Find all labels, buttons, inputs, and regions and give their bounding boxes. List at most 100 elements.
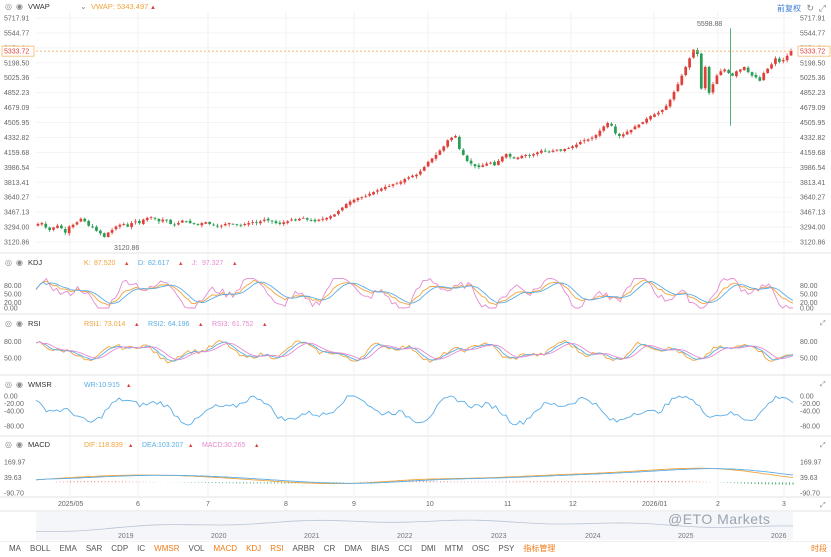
indicator-toggle-11[interactable]: ARBR [292,544,315,553]
candle-body-110 [465,155,469,161]
candle-body-142 [590,137,594,139]
candle-body-86 [372,192,375,195]
candle-body-9 [71,224,75,228]
candle-body-71 [313,219,317,222]
indicator-toggle-1[interactable]: BOLL [30,544,51,553]
rsi-expand-icon: ⤢ [820,381,826,388]
rsi-label-1: RSI2: [148,321,166,328]
candle-body-45 [212,224,215,226]
candle-body-164 [676,84,680,92]
fullscreen-icon[interactable]: ⤢ [818,3,826,13]
candle-body-29 [149,217,153,218]
macd-settings-icon: ◎ [5,440,12,449]
candle-body-100 [426,161,430,167]
candle-body-154 [637,124,641,128]
candle-body-187 [766,68,770,74]
price-tick-right-3: 5198.50 [800,60,825,67]
candle-body-182 [746,67,750,73]
indicator-toggle-12[interactable]: CR [323,544,336,553]
indicator-toolbar: MA BOLL EMA SAR CDP IC WMSR VOL MACD KDJ RSI ARBR CR… [0,542,831,555]
candle-body-31 [157,218,161,222]
kdj-arrow-1: ▲ [178,261,183,267]
kdj-settings-icon: ◎ [5,258,12,267]
candle-body-106 [450,137,453,141]
candle-body-157 [649,116,652,120]
rsi-tick-right-1: 50.00 [800,356,818,363]
vwap-value: 5343.497 [117,2,148,11]
price-tick-right-15: 3120.86 [800,240,825,247]
rsi-value-1: 64.196 [168,321,190,328]
kdj-value-1: 82.617 [148,260,170,267]
indicator-toggle-4[interactable]: CDP [111,544,129,553]
rsi-tick-left-1: 50.00 [4,356,22,363]
price-tick-left-11: 3813.41 [4,180,29,187]
candle-body-178 [731,73,734,76]
current-price-box-left [1,45,35,57]
candle-body-77 [337,211,340,215]
indicator-toggle-3[interactable]: SAR [85,544,103,553]
indicator-toggle-13[interactable]: DMA [344,544,363,553]
adjust-mode-link[interactable]: 前复权 [777,4,801,13]
candle-body-162 [668,99,672,107]
indicator-toggle-19[interactable]: PSY [498,544,515,553]
indicator-toggle-14[interactable]: BIAS [371,544,390,553]
refresh-icon[interactable]: ↻ [806,3,814,13]
candle-body-51 [235,224,239,226]
price-tick-left-12: 3640.27 [4,195,29,202]
indicator-toggle-7[interactable]: VOL [188,544,205,553]
macd-value-0: 118.839 [98,442,123,449]
candle-body-73 [321,218,325,220]
candle-body-104 [442,146,446,151]
x-label-9: 2 [716,501,720,508]
indicator-toggle-0[interactable]: MA [9,544,21,553]
candle-body-118 [497,160,500,165]
candle-body-185 [758,77,762,81]
indicator-toggle-16[interactable]: DMI [421,544,436,553]
macd-tick-right-1: 39.63 [800,475,818,482]
candle-body-64 [286,221,290,224]
candle-body-168 [692,49,695,58]
indicator-toggle-10[interactable]: RSI [270,544,284,553]
indicator-toggle-8[interactable]: MACD [213,544,238,553]
candle-body-35 [173,224,176,226]
price-tick-right-1: 5544.77 [800,30,825,37]
candle-body-101 [430,158,434,163]
indicator-toggle-6[interactable]: WMSR [154,544,180,553]
price-tick-left-5: 4852.23 [4,90,29,97]
macd-tick-left-0: 169.97 [4,460,26,467]
indicator-toggle-9[interactable]: KDJ [246,544,262,553]
x-label-0: 2025/05 [58,501,83,508]
kdj-k-line [35,279,794,306]
price-tick-left-6: 4679.09 [4,105,29,112]
indicator-toggle-5[interactable]: IC [137,544,146,553]
price-tick-right-0: 5717.91 [800,16,825,23]
candle-body-175 [719,71,723,76]
candle-body-48 [223,223,227,226]
overview-strip[interactable] [36,512,793,540]
period-button[interactable]: 时段 [811,544,827,553]
candle-body-183 [750,72,754,76]
indicator-toggle-2[interactable]: EMA [59,544,77,553]
x-label-7: 12 [569,501,577,508]
candle-body-34 [169,219,172,224]
indicator-toggle-18[interactable]: OSC [472,544,490,553]
candle-body-127 [532,154,535,156]
candle-body-150 [621,134,625,137]
macd-visible-icon: ◉ [16,440,23,449]
candle-body-66 [294,219,297,221]
indicator-toggle-20[interactable]: 指标管理 [523,544,556,553]
price-tick-left-7: 4505.95 [4,120,29,127]
candle-body-75 [329,216,332,219]
candle-body-22 [122,223,126,225]
candle-body-54 [247,223,251,225]
indicator-toggle-17[interactable]: MTM [444,544,464,553]
indicator-toggle-15[interactable]: CCI [398,544,413,553]
overview-year-2: 2021 [304,533,320,540]
candle-body-0 [36,223,40,226]
price-tick-right-7: 4505.95 [800,120,825,127]
kdj-tick-right-3: 0.00 [800,306,814,313]
candle-body-111 [469,160,473,164]
wmsr-line [35,395,794,426]
wmsr-tick-left-1: -20.00 [4,401,24,408]
